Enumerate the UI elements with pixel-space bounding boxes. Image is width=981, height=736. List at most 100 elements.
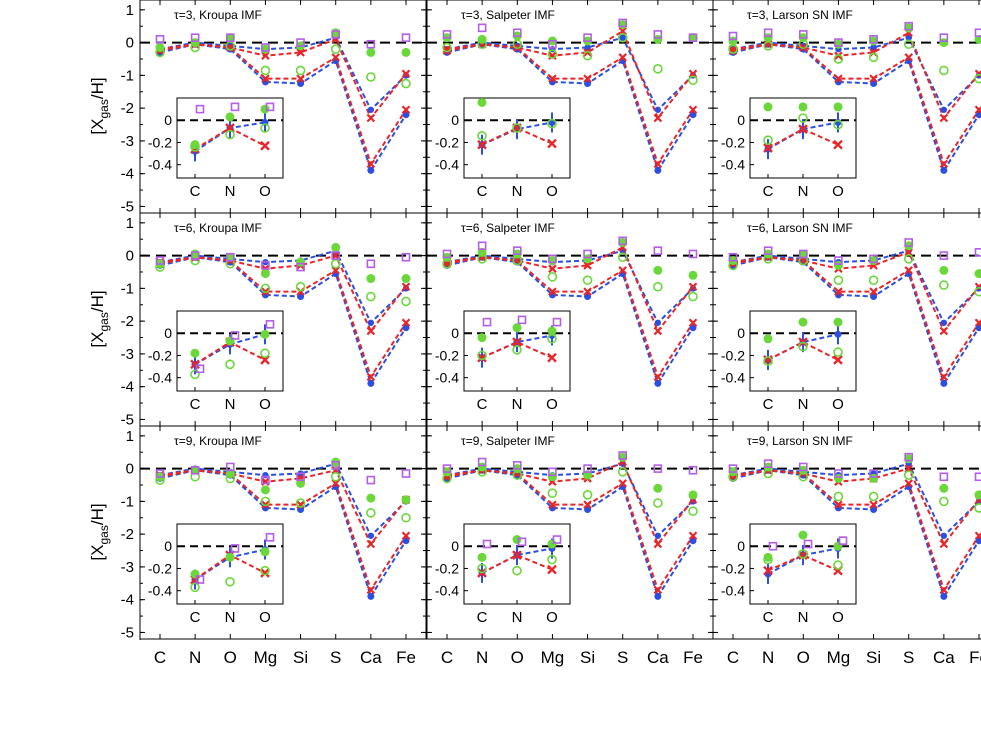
obs-red-upper-point <box>688 69 698 79</box>
inset-ytick-label: 0 <box>737 112 745 128</box>
model-green-filled-point <box>366 47 376 57</box>
inset-ytick-label: -0.4 <box>435 370 459 386</box>
inset-model-purple-point <box>552 535 562 544</box>
inset-obs-blue-point <box>834 330 842 338</box>
inset-ytick-label: 0 <box>451 112 459 128</box>
model-green-open-point <box>366 508 376 518</box>
ylabel-sub: gas <box>97 312 111 331</box>
model-green-open-point <box>903 39 914 50</box>
model-purple-point <box>974 472 981 482</box>
inset-obs-red-point <box>477 139 487 150</box>
model-green-open-point <box>617 467 628 477</box>
panel: 1 0 -1 -2 -3 -4 -5 τ=3, Kroupa IMF 0 -0.2 -0.4 C N O <box>121 0 427 215</box>
model-purple-point <box>834 469 843 478</box>
ytick-label: -1 <box>121 67 134 84</box>
obs-red-point <box>618 479 627 488</box>
model-green-open-point <box>582 50 593 61</box>
inset-ytick-label: -0.2 <box>148 560 172 576</box>
model-purple-point <box>798 30 808 39</box>
model-purple-point <box>477 241 487 251</box>
obs-red-point <box>688 531 698 541</box>
obs-blue-upper-point <box>654 106 662 113</box>
model-green-open-point <box>401 512 411 523</box>
inset-obs-red-line <box>481 126 553 146</box>
obs-red-point <box>366 372 376 382</box>
obs-red-upper-line <box>159 38 407 120</box>
obs-blue-upper-line <box>446 249 694 325</box>
obs-red-upper-point <box>366 326 376 336</box>
inset-ytick-label: 0 <box>737 325 745 341</box>
inset-model-purple-point <box>230 102 240 112</box>
model-green-open-point <box>653 498 663 508</box>
model-green-open-point <box>225 258 236 269</box>
ytick-label: -2 <box>121 526 134 543</box>
inset-xtick-label: N <box>225 396 236 413</box>
model-green-open-point <box>868 491 879 502</box>
obs-blue-upper-line <box>159 36 407 112</box>
inset-model-green-open-point <box>190 582 200 593</box>
model-purple-point <box>548 467 557 477</box>
panel-title: τ=9, Salpeter IMF <box>461 434 555 448</box>
model-green-open-point <box>728 44 738 54</box>
model-purple-point <box>688 33 698 42</box>
inset-ytick-label: -0.4 <box>721 157 745 173</box>
obs-blue-upper-point <box>402 285 410 292</box>
obs-blue-upper-point <box>654 532 662 539</box>
inset-model-green-open-point <box>225 129 235 140</box>
inset-ytick-label: -0.2 <box>148 347 172 363</box>
model-green-filled-point <box>974 490 981 500</box>
panel: τ=6, Salpeter IMF 0 -0.2 -0.4 C N O <box>426 212 714 427</box>
inset-model-green-filled-point <box>260 104 270 114</box>
inset-xtick-label: N <box>798 183 809 200</box>
inset-ytick-label: -0.2 <box>721 560 745 576</box>
xtick-label: Fe <box>683 648 703 667</box>
xtick-label: N <box>762 648 774 667</box>
model-green-filled-point <box>401 495 411 505</box>
model-green-open-point <box>798 255 809 266</box>
model-purple-point <box>583 464 592 473</box>
inset-model-purple-point <box>838 536 848 545</box>
model-green-open-point <box>442 473 452 484</box>
obs-blue-point <box>940 592 948 600</box>
model-purple-point <box>939 472 949 482</box>
inset-ytick-label: -0.2 <box>148 134 172 150</box>
obs-red-upper-line <box>446 460 694 546</box>
ylabel-tail: /H] <box>88 503 107 525</box>
inset-model-green-open-point <box>512 565 522 576</box>
obs-red-point <box>834 287 843 296</box>
obs-red-point <box>618 266 627 275</box>
inset-xtick-label: C <box>190 609 201 626</box>
obs-blue-upper-line <box>732 36 980 112</box>
inset-model-purple-point <box>265 320 275 329</box>
model-green-open-point <box>974 286 981 297</box>
model-green-open-point <box>547 49 558 59</box>
obs-red-upper-point <box>653 326 663 336</box>
model-purple-point <box>190 33 200 42</box>
inset-xtick-label: N <box>798 609 809 626</box>
xtick-label: Mg <box>254 648 278 667</box>
obs-red-point <box>688 318 698 328</box>
obs-red-point <box>834 500 843 509</box>
obs-blue-upper-point <box>689 498 697 505</box>
ylabel-sub: gas <box>97 99 111 118</box>
panel-frame <box>712 425 981 640</box>
xtick-label: Mg <box>827 648 851 667</box>
model-green-filled-point <box>225 252 235 262</box>
model-green-open-point <box>617 252 628 263</box>
model-purple-point <box>225 252 235 262</box>
obs-blue-upper-point <box>367 319 375 326</box>
inset-xtick-label: C <box>190 183 201 200</box>
xtick-label: Si <box>866 648 881 667</box>
model-purple-point <box>763 246 773 255</box>
ytick-label: -3 <box>121 133 134 150</box>
inset: 0 -0.2 -0.4 C N O <box>435 97 571 200</box>
xtick-label: Fe <box>396 648 416 667</box>
model-purple-point <box>763 28 773 38</box>
obs-red-point <box>939 585 949 595</box>
xtick-label: N <box>189 648 201 667</box>
model-green-open-point <box>366 72 376 82</box>
model-purple-point <box>869 469 878 478</box>
obs-red-upper-point <box>618 26 627 36</box>
obs-red-point <box>904 479 913 488</box>
panel-frame <box>139 425 427 640</box>
